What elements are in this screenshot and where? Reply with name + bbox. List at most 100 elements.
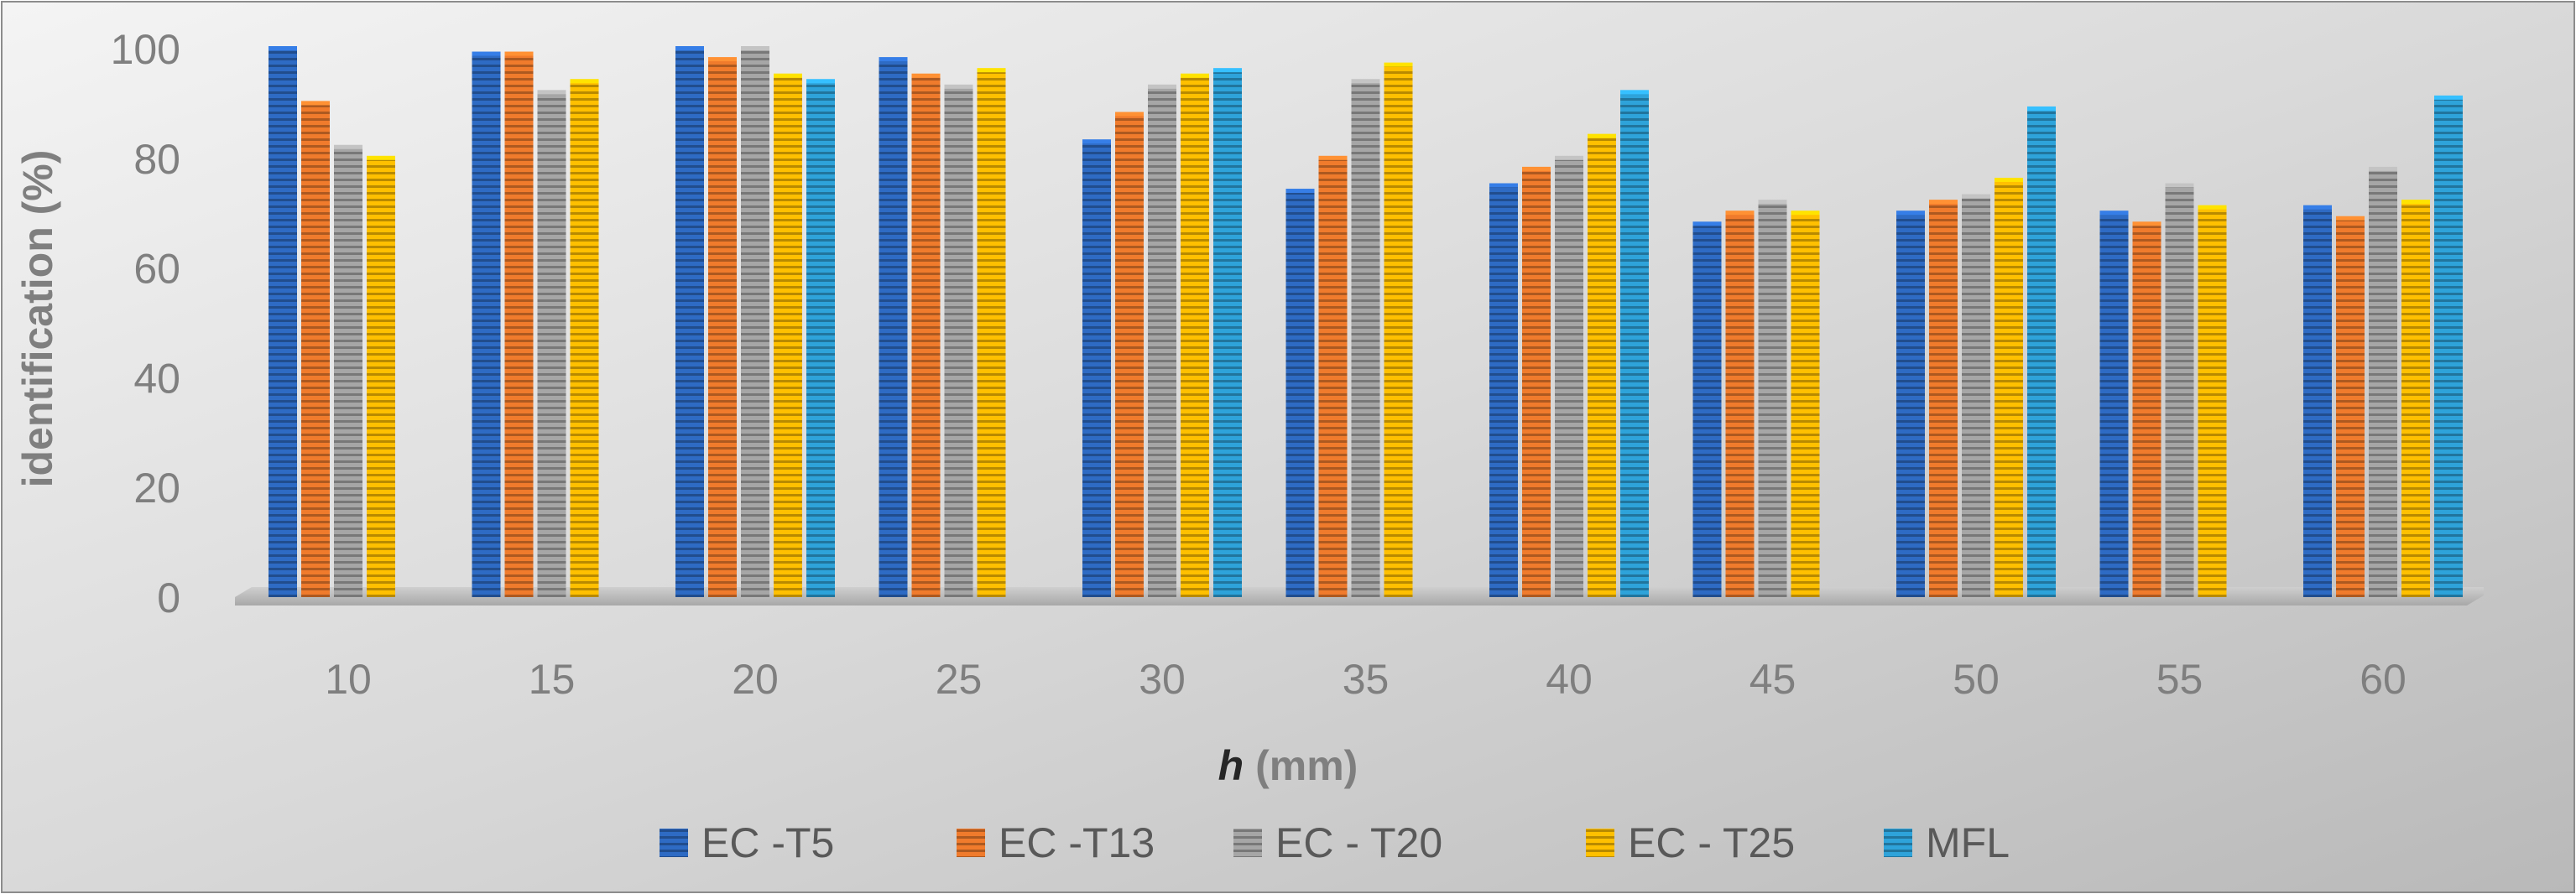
bar-top	[1588, 133, 1616, 138]
bar	[1489, 185, 1518, 597]
bar	[879, 60, 908, 597]
bar-top	[1489, 183, 1518, 188]
bar-top	[741, 46, 769, 50]
bar	[1115, 114, 1144, 598]
bar	[1181, 75, 1209, 597]
x-tick-label: 10	[325, 656, 372, 703]
bar-top	[2303, 205, 2332, 210]
x-tick-label: 25	[936, 656, 983, 703]
x-tick-label: 35	[1343, 656, 1390, 703]
x-tick-label: 20	[732, 656, 779, 703]
bar-top	[911, 73, 941, 78]
bar-top	[1351, 79, 1380, 84]
bar	[1725, 213, 1755, 597]
bar-top	[1896, 211, 1925, 216]
bar	[1082, 142, 1111, 597]
bar-top	[472, 51, 501, 56]
bar	[1962, 196, 1990, 597]
bar	[2099, 213, 2129, 597]
bar-top	[1758, 200, 1787, 205]
bar	[1351, 81, 1380, 598]
x-tick-label: 50	[1953, 656, 2000, 703]
bar	[269, 49, 297, 597]
legend-label: EC - T20	[1275, 819, 1442, 866]
bar	[1213, 70, 1242, 597]
bar	[774, 75, 802, 597]
bar-top	[570, 79, 599, 84]
bar	[1758, 202, 1787, 597]
x-tick-label: 60	[2360, 656, 2407, 703]
bar-top	[1555, 155, 1583, 160]
bar-top	[367, 155, 395, 160]
bar	[2369, 169, 2397, 597]
bar	[472, 54, 501, 598]
bar	[944, 86, 973, 597]
bar	[2198, 207, 2227, 597]
bar	[504, 54, 534, 598]
bar-top	[2401, 200, 2430, 205]
x-tick-label: 15	[529, 656, 576, 703]
bar	[977, 70, 1006, 597]
legend-label: EC -T13	[999, 819, 1155, 866]
bar	[741, 49, 769, 597]
bar-top	[504, 51, 534, 56]
bar	[2401, 202, 2430, 597]
bar	[2336, 218, 2365, 597]
bar-top	[1115, 112, 1144, 117]
bar-top	[2369, 166, 2397, 171]
bar-top	[1929, 200, 1958, 205]
bar	[570, 81, 599, 598]
bar	[2132, 224, 2161, 597]
bar-top	[1082, 139, 1111, 144]
bar	[2434, 97, 2463, 598]
bar-top	[806, 79, 835, 84]
y-tick-label: 80	[133, 136, 180, 183]
y-tick-label: 60	[133, 246, 180, 293]
bar-top	[708, 57, 737, 62]
bar	[1555, 158, 1583, 598]
legend-swatch	[1884, 829, 1912, 857]
bar	[1522, 169, 1551, 597]
bar-top	[537, 90, 566, 95]
bar	[806, 81, 835, 598]
bar	[1384, 65, 1413, 598]
legend-swatch	[1233, 829, 1262, 857]
bar-top	[1148, 84, 1176, 89]
bar	[1588, 136, 1616, 597]
bar	[367, 158, 395, 598]
bar-top	[1384, 62, 1413, 67]
bar-top	[2027, 106, 2056, 111]
bar	[2303, 207, 2332, 597]
bar-top	[1725, 211, 1755, 216]
bar-top	[1522, 166, 1551, 171]
bar-top	[675, 46, 704, 50]
legend-label: EC - T25	[1628, 819, 1795, 866]
bar-top	[1620, 90, 1649, 95]
bar	[1148, 86, 1176, 597]
y-tick-label: 40	[133, 355, 180, 402]
bar	[1791, 213, 1820, 597]
legend-label: EC -T5	[701, 819, 834, 866]
bar	[708, 60, 737, 597]
bar-top	[269, 46, 297, 50]
bar-top	[774, 73, 802, 78]
bar-top	[1285, 189, 1315, 194]
x-tick-label: 40	[1546, 656, 1593, 703]
bar	[2165, 185, 2194, 597]
x-axis-label: h (mm)	[1218, 742, 1358, 789]
bar-top	[2099, 211, 2129, 216]
bar-top	[1791, 211, 1820, 216]
bar	[1692, 224, 1722, 597]
y-tick-label: 100	[111, 26, 180, 73]
bar-top	[2165, 183, 2194, 188]
legend-label: MFL	[1926, 819, 2010, 866]
bar	[1929, 202, 1958, 597]
legend-swatch	[1586, 829, 1614, 857]
bar	[537, 92, 566, 597]
y-tick-label: 20	[133, 465, 180, 512]
bar-top	[1692, 221, 1722, 226]
bar	[911, 75, 941, 597]
bar	[1285, 191, 1315, 598]
bar	[1896, 213, 1925, 597]
bar	[334, 147, 362, 598]
